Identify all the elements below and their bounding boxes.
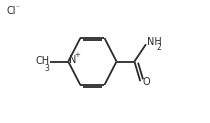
Text: CH: CH xyxy=(35,56,49,66)
Text: 2: 2 xyxy=(157,43,162,53)
Text: NH: NH xyxy=(147,37,162,47)
Text: ⁻: ⁻ xyxy=(16,3,20,13)
Text: Cl: Cl xyxy=(6,6,16,16)
Text: +: + xyxy=(74,52,80,58)
Text: N: N xyxy=(69,55,77,65)
Text: O: O xyxy=(143,77,150,87)
Text: 3: 3 xyxy=(45,64,49,73)
